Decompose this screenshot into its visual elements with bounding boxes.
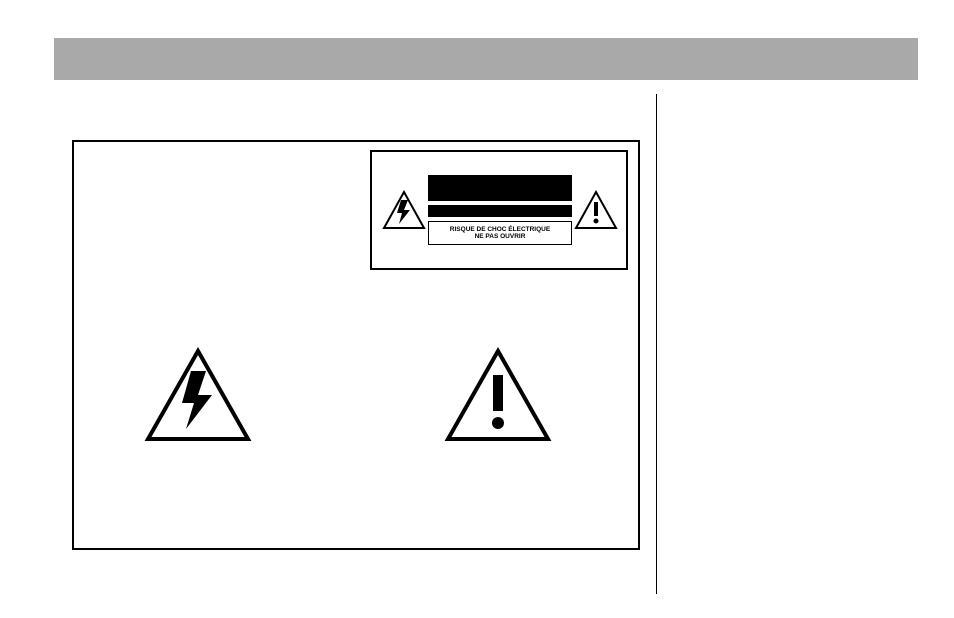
warning-box: RISQUE DE CHOC ÉLECTRIQUE NE PAS OUVRIR [72, 140, 640, 550]
caution-black-band-top [428, 175, 572, 201]
caution-french-text: RISQUE DE CHOC ÉLECTRIQUE NE PAS OUVRIR [428, 221, 572, 246]
caution-black-band-bottom [428, 205, 572, 217]
caution-line-1: RISQUE DE CHOC ÉLECTRIQUE [450, 226, 550, 233]
exclaim-icon [444, 347, 552, 448]
exclaim-icon [572, 190, 620, 230]
header-bar [54, 38, 918, 80]
vertical-divider [656, 94, 657, 594]
page-root: RISQUE DE CHOC ÉLECTRIQUE NE PAS OUVRIR [0, 0, 954, 618]
lightning-icon [144, 347, 252, 448]
caution-panel: RISQUE DE CHOC ÉLECTRIQUE NE PAS OUVRIR [370, 150, 628, 270]
caution-center: RISQUE DE CHOC ÉLECTRIQUE NE PAS OUVRIR [428, 175, 572, 246]
caution-line-2: NE PAS OUVRIR [475, 233, 526, 240]
lightning-icon [380, 190, 428, 230]
